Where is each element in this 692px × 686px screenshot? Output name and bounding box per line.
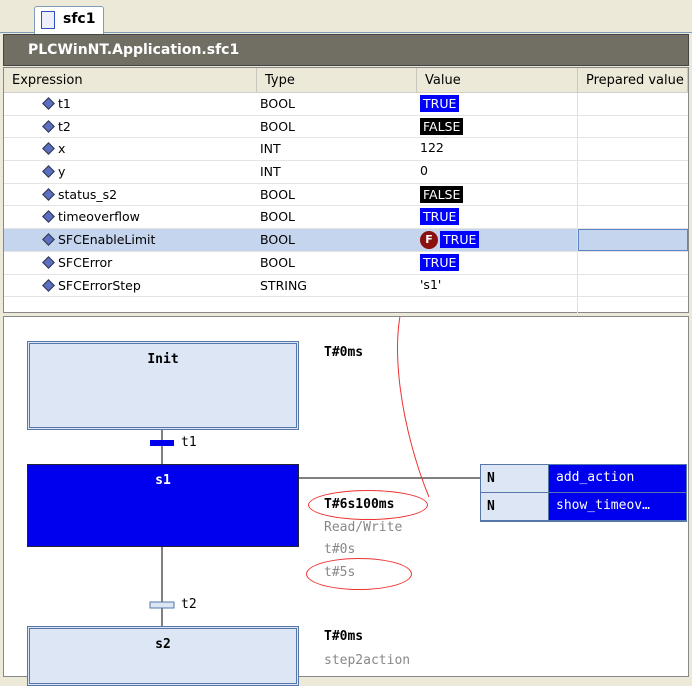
variable-icon [42, 210, 55, 224]
value-cell[interactable]: FALSE [417, 115, 578, 138]
expression-cell: y [4, 161, 257, 183]
expression-cell: SFCErrorStep [4, 275, 257, 297]
prepared-value-cell[interactable] [578, 116, 688, 138]
expression-cell: x [4, 138, 257, 160]
column-value[interactable]: Value [417, 68, 578, 92]
variable-icon [42, 255, 55, 269]
tab-sfc1[interactable]: sfc1 [34, 6, 104, 34]
expression-cell: SFCEnableLimit [4, 229, 257, 251]
expression-cell: t1 [4, 93, 257, 115]
column-prepared-value[interactable]: Prepared value [578, 68, 688, 92]
type-cell: BOOL [260, 209, 295, 225]
prepared-value-cell[interactable] [578, 93, 688, 115]
step-s1[interactable]: s1 [27, 464, 299, 547]
prepared-value-cell[interactable] [578, 252, 688, 274]
value-cell[interactable]: TRUE [417, 93, 578, 115]
transition-t1-label[interactable]: t1 [181, 435, 197, 450]
prepared-value-cell[interactable] [578, 161, 688, 183]
expression-cell: status_s2 [4, 184, 257, 206]
value-cell[interactable]: TRUE [417, 206, 578, 229]
column-type[interactable]: Type [257, 68, 417, 92]
sfc-diagram: Init T#0ms t1 s1 T#6s100ms Read/Write t#… [3, 316, 689, 686]
s1-access: Read/Write [324, 520, 403, 535]
variable-icon [42, 142, 55, 156]
variable-icon [42, 187, 55, 201]
value-cell[interactable]: F TRUE [417, 229, 578, 251]
type-cell: BOOL [260, 254, 295, 270]
table-row[interactable]: y INT 0 [4, 161, 688, 184]
value-cell[interactable]: 's1' [417, 274, 578, 297]
type-cell: STRING [260, 277, 307, 293]
annotation-arrow [397, 317, 430, 498]
forced-icon: F [420, 231, 438, 250]
type-cell: INT [260, 141, 281, 157]
s2-action: step2action [324, 653, 411, 668]
table-row[interactable]: status_s2 BOOL FALSE [4, 183, 688, 207]
prepared-value-cell[interactable] [578, 229, 688, 251]
value-cell[interactable]: 0 [417, 161, 578, 183]
highlight-ellipse [306, 558, 412, 590]
prepared-value-cell[interactable] [578, 275, 688, 297]
highlight-ellipse [308, 490, 428, 520]
table-row[interactable]: SFCErrorStep STRING 's1' [4, 274, 688, 298]
type-cell: BOOL [260, 232, 295, 248]
prepared-value-cell[interactable] [578, 184, 688, 206]
table-row[interactable]: t2 BOOL FALSE [4, 115, 688, 139]
table-row[interactable]: SFCEnableLimit BOOL F TRUE [4, 229, 688, 252]
expression-cell: SFCError [4, 252, 257, 274]
transition-t2-bar [149, 601, 175, 609]
value-cell[interactable]: TRUE [417, 251, 578, 274]
transition-t2-label[interactable]: t2 [181, 597, 197, 612]
type-cell: INT [260, 164, 281, 180]
table-header: Expression Type Value Prepared value [4, 68, 688, 93]
init-time: T#0ms [324, 345, 364, 360]
variable-icon [42, 278, 55, 292]
step-s2[interactable]: s2 [27, 626, 299, 686]
sfc-connections [149, 317, 480, 626]
value-cell[interactable]: FALSE [417, 183, 578, 206]
type-cell: BOOL [260, 96, 295, 111]
table-row[interactable]: t1 BOOL TRUE [4, 93, 688, 116]
expression-cell: t2 [4, 116, 257, 138]
s1-min-time: t#0s [324, 542, 356, 557]
table-row[interactable]: x INT 122 [4, 138, 688, 162]
watch-table: Expression Type Value Prepared value t1 … [3, 67, 689, 320]
expression-cell: timeoverflow [4, 206, 257, 228]
type-cell: BOOL [260, 186, 295, 202]
variable-icon [42, 165, 55, 178]
transition-t1-bar [150, 440, 174, 446]
table-row[interactable]: timeoverflow BOOL TRUE [4, 206, 688, 230]
page-title: PLCWinNT.Application.sfc1 [3, 34, 689, 66]
variable-icon [42, 233, 55, 246]
prepared-value-cell[interactable] [578, 206, 688, 228]
table-row[interactable]: SFCError BOOL TRUE [4, 251, 688, 275]
s2-time: T#0ms [324, 629, 364, 644]
tab-strip: sfc1 [0, 0, 692, 34]
prepared-value-cell[interactable] [578, 138, 688, 160]
type-cell: BOOL [260, 118, 295, 134]
variable-icon [42, 97, 55, 110]
value-cell[interactable]: 122 [417, 138, 578, 161]
variable-icon [42, 119, 55, 133]
sfc-icon [41, 11, 55, 29]
column-expression[interactable]: Expression [4, 68, 257, 92]
step-init[interactable]: Init [27, 341, 299, 430]
